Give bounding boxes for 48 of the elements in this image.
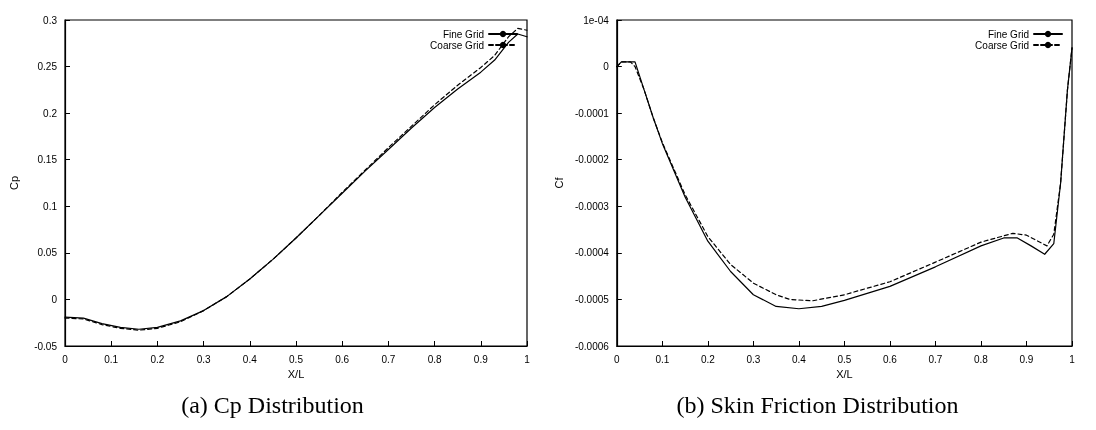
x-tick-label: 0.2 xyxy=(150,353,165,365)
legend-label: Coarse Grid xyxy=(975,39,1029,51)
x-tick-label: 0.1 xyxy=(104,353,119,365)
y-tick-label: 0.3 xyxy=(43,14,58,26)
x-axis-title: X/L xyxy=(287,368,305,381)
y-tick-label: 1e-04 xyxy=(583,14,610,26)
y-tick-label: 0.25 xyxy=(37,61,58,73)
x-tick-label: 0.7 xyxy=(381,353,396,365)
y-tick-label: 0.1 xyxy=(43,200,58,212)
x-tick-label: 0.3 xyxy=(196,353,211,365)
x-tick-label: 0.5 xyxy=(837,353,852,365)
x-tick-label: 1 xyxy=(1069,353,1076,365)
y-tick-label: 0.2 xyxy=(43,107,58,119)
x-tick-label: 0.7 xyxy=(928,353,943,365)
x-tick-label: 0.9 xyxy=(473,353,489,365)
y-tick-label: 0 xyxy=(51,293,58,305)
text: (b) Skin Friction Distribution xyxy=(675,391,960,420)
x-axis-title: X/L xyxy=(836,368,853,381)
y-tick-label: -0.0001 xyxy=(574,107,610,119)
x-tick-label: 0.4 xyxy=(242,353,258,365)
x-tick-label: 0.9 xyxy=(1019,353,1034,365)
y-tick-label: -0.0004 xyxy=(574,247,610,259)
y-tick-label: -0.0005 xyxy=(574,293,610,305)
y-axis-title: Cf xyxy=(552,176,565,189)
y-tick-label: 0.05 xyxy=(37,247,58,259)
y-tick-label: 0 xyxy=(603,61,610,73)
legend-label: Fine Grid xyxy=(442,28,484,40)
y-axis-title: Cp xyxy=(7,175,20,191)
x-tick-label: 0 xyxy=(614,353,621,365)
x-tick-label: 0.4 xyxy=(791,353,807,365)
y-tick-label: -0.0006 xyxy=(574,340,610,352)
legend-label: Coarse Grid xyxy=(430,39,484,51)
x-tick-label: 0.6 xyxy=(335,353,350,365)
y-tick-label: -0.0003 xyxy=(574,200,610,212)
x-tick-label: 0 xyxy=(62,353,69,365)
y-tick-label: -0.0002 xyxy=(574,154,610,166)
x-tick-label: 0.8 xyxy=(974,353,989,365)
x-tick-label: 0.5 xyxy=(289,353,304,365)
x-tick-label: 0.8 xyxy=(427,353,442,365)
x-tick-label: 0.3 xyxy=(746,353,761,365)
x-tick-label: 0.2 xyxy=(700,353,716,365)
legend-label: Fine Grid xyxy=(987,28,1029,40)
y-tick-label: 0.15 xyxy=(37,154,58,166)
y-tick-label: -0.05 xyxy=(34,340,58,352)
text: (a) Cp Distribution xyxy=(180,391,365,420)
x-tick-label: 1 xyxy=(524,353,531,365)
x-tick-label: 0.1 xyxy=(655,353,670,365)
x-tick-label: 0.6 xyxy=(882,353,898,365)
